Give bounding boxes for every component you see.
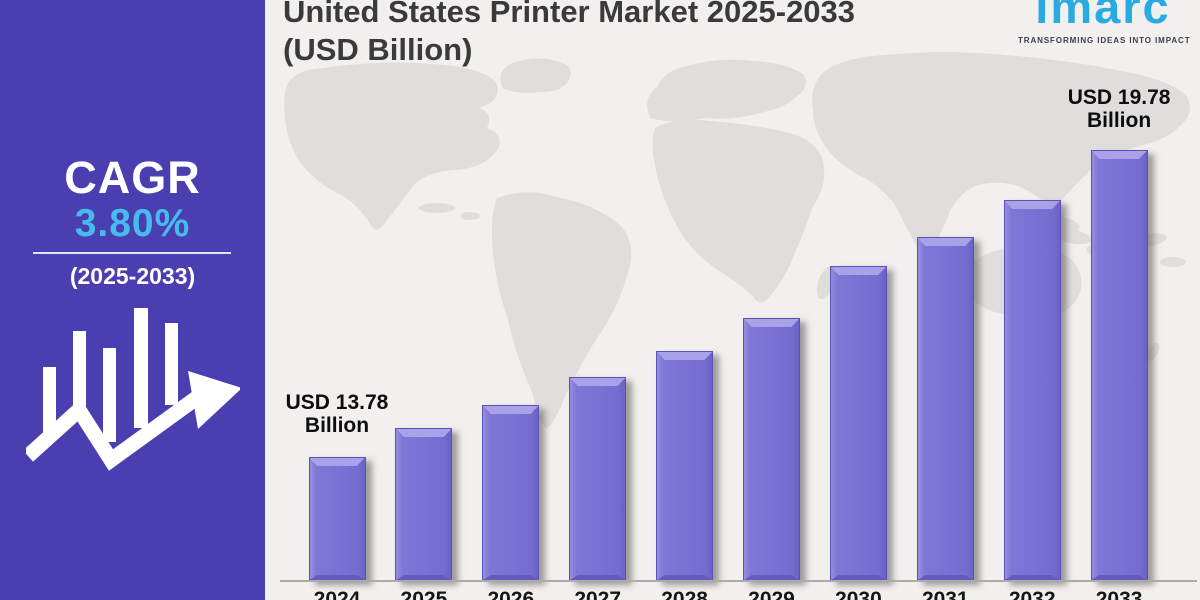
bar-2031	[916, 237, 974, 581]
x-axis-label-2028: 2028	[661, 588, 708, 600]
chart-region: United States Printer Market 2025-2033 (…	[265, 0, 1200, 600]
growth-bar-chart-arrow-icon	[26, 308, 240, 471]
bar-2026	[482, 405, 540, 581]
bar-2033	[1090, 150, 1148, 581]
imarc-logo-clip: imarc	[1018, 0, 1188, 33]
x-axis-label-2026: 2026	[487, 588, 535, 600]
divider	[33, 252, 231, 254]
chart-title-line2: (USD Billion)	[283, 32, 473, 67]
x-axis-label-2027: 2027	[574, 588, 622, 600]
imarc-logo: imarc TRANSFORMING IDEAS INTO IMPACT	[1018, 0, 1191, 45]
bar-2032	[1003, 200, 1061, 581]
x-axis-label-2032: 2032	[1008, 588, 1056, 600]
x-axis-label-2024: 2024	[313, 588, 361, 600]
bar-2024	[308, 457, 366, 581]
x-axis-label-2030: 2030	[835, 588, 882, 600]
bar-value-label-2024: USD 13.78 Billion	[285, 391, 389, 437]
chart-title-line1: United States Printer Market 2025-2033	[283, 0, 856, 29]
bar-2027	[569, 377, 627, 581]
cagr-sidebar: CAGR 3.80% (2025-2033)	[0, 0, 265, 600]
bar-2030	[829, 266, 887, 581]
bar-2025	[395, 428, 453, 581]
x-axis-line	[280, 580, 1197, 582]
chart-title: United States Printer Market 2025-2033 (…	[283, 0, 855, 69]
x-axis-label-2029: 2029	[748, 588, 795, 600]
bar-2029	[743, 318, 800, 581]
bars-layer: 2024 2025 2026 2027 2028 2029 2030 2031 2032 2033…	[265, 0, 1200, 600]
cagr-period: (2025-2033)	[69, 263, 196, 289]
cagr-value: 3.80%	[74, 202, 191, 245]
bar-2028	[656, 351, 714, 581]
x-axis-label-2025: 2025	[400, 588, 448, 600]
x-axis-label-2033: 2033	[1095, 588, 1143, 600]
bar-value-label-2033: USD 19.78 Billion	[1067, 86, 1171, 132]
x-axis-label-2031: 2031	[921, 588, 969, 600]
imarc-logo-tagline: TRANSFORMING IDEAS INTO IMPACT	[1018, 36, 1191, 45]
cagr-label: CAGR	[64, 152, 201, 203]
imarc-logo-text: imarc	[1035, 0, 1171, 33]
